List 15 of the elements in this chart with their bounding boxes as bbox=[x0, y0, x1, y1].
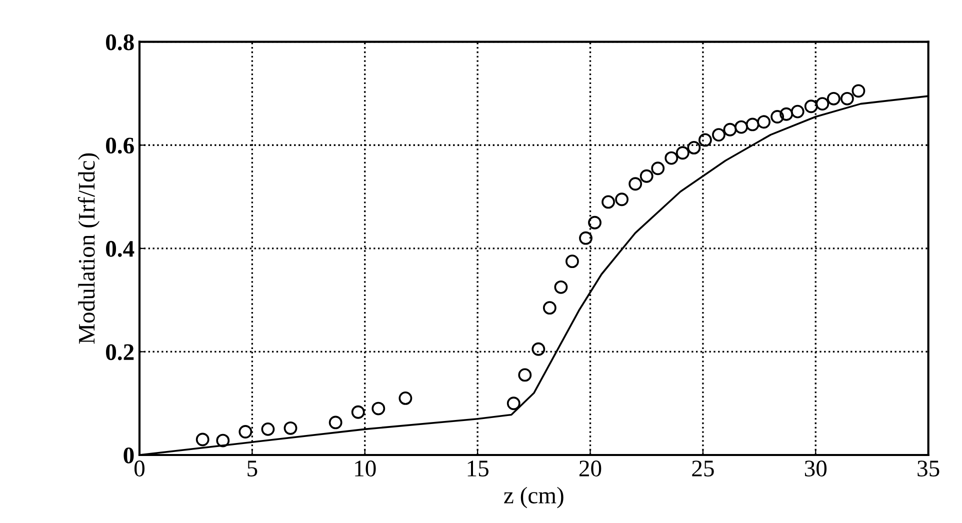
x-tick-label: 25 bbox=[692, 460, 714, 476]
y-tick-label: 0.8 bbox=[106, 34, 134, 50]
x-tick-label: 30 bbox=[804, 460, 827, 476]
x-tick-label: 0 bbox=[134, 460, 144, 476]
y-tick-label: 0.2 bbox=[106, 344, 134, 360]
y-tick-label: 0.4 bbox=[106, 240, 134, 257]
x-tick-label: 15 bbox=[468, 460, 488, 476]
x-tick-label: 5 bbox=[248, 460, 258, 476]
x-axis-title: z (cm) bbox=[504, 486, 564, 508]
x-tick-label: 10 bbox=[355, 460, 376, 476]
y-tick-label: 0 bbox=[124, 448, 134, 464]
x-tick-label: 35 bbox=[918, 460, 940, 476]
x-tick-label: 20 bbox=[579, 460, 602, 476]
y-axis-title: Modulation (Irf/Idc) bbox=[78, 153, 100, 344]
y-tick-label: 0.6 bbox=[106, 138, 134, 154]
